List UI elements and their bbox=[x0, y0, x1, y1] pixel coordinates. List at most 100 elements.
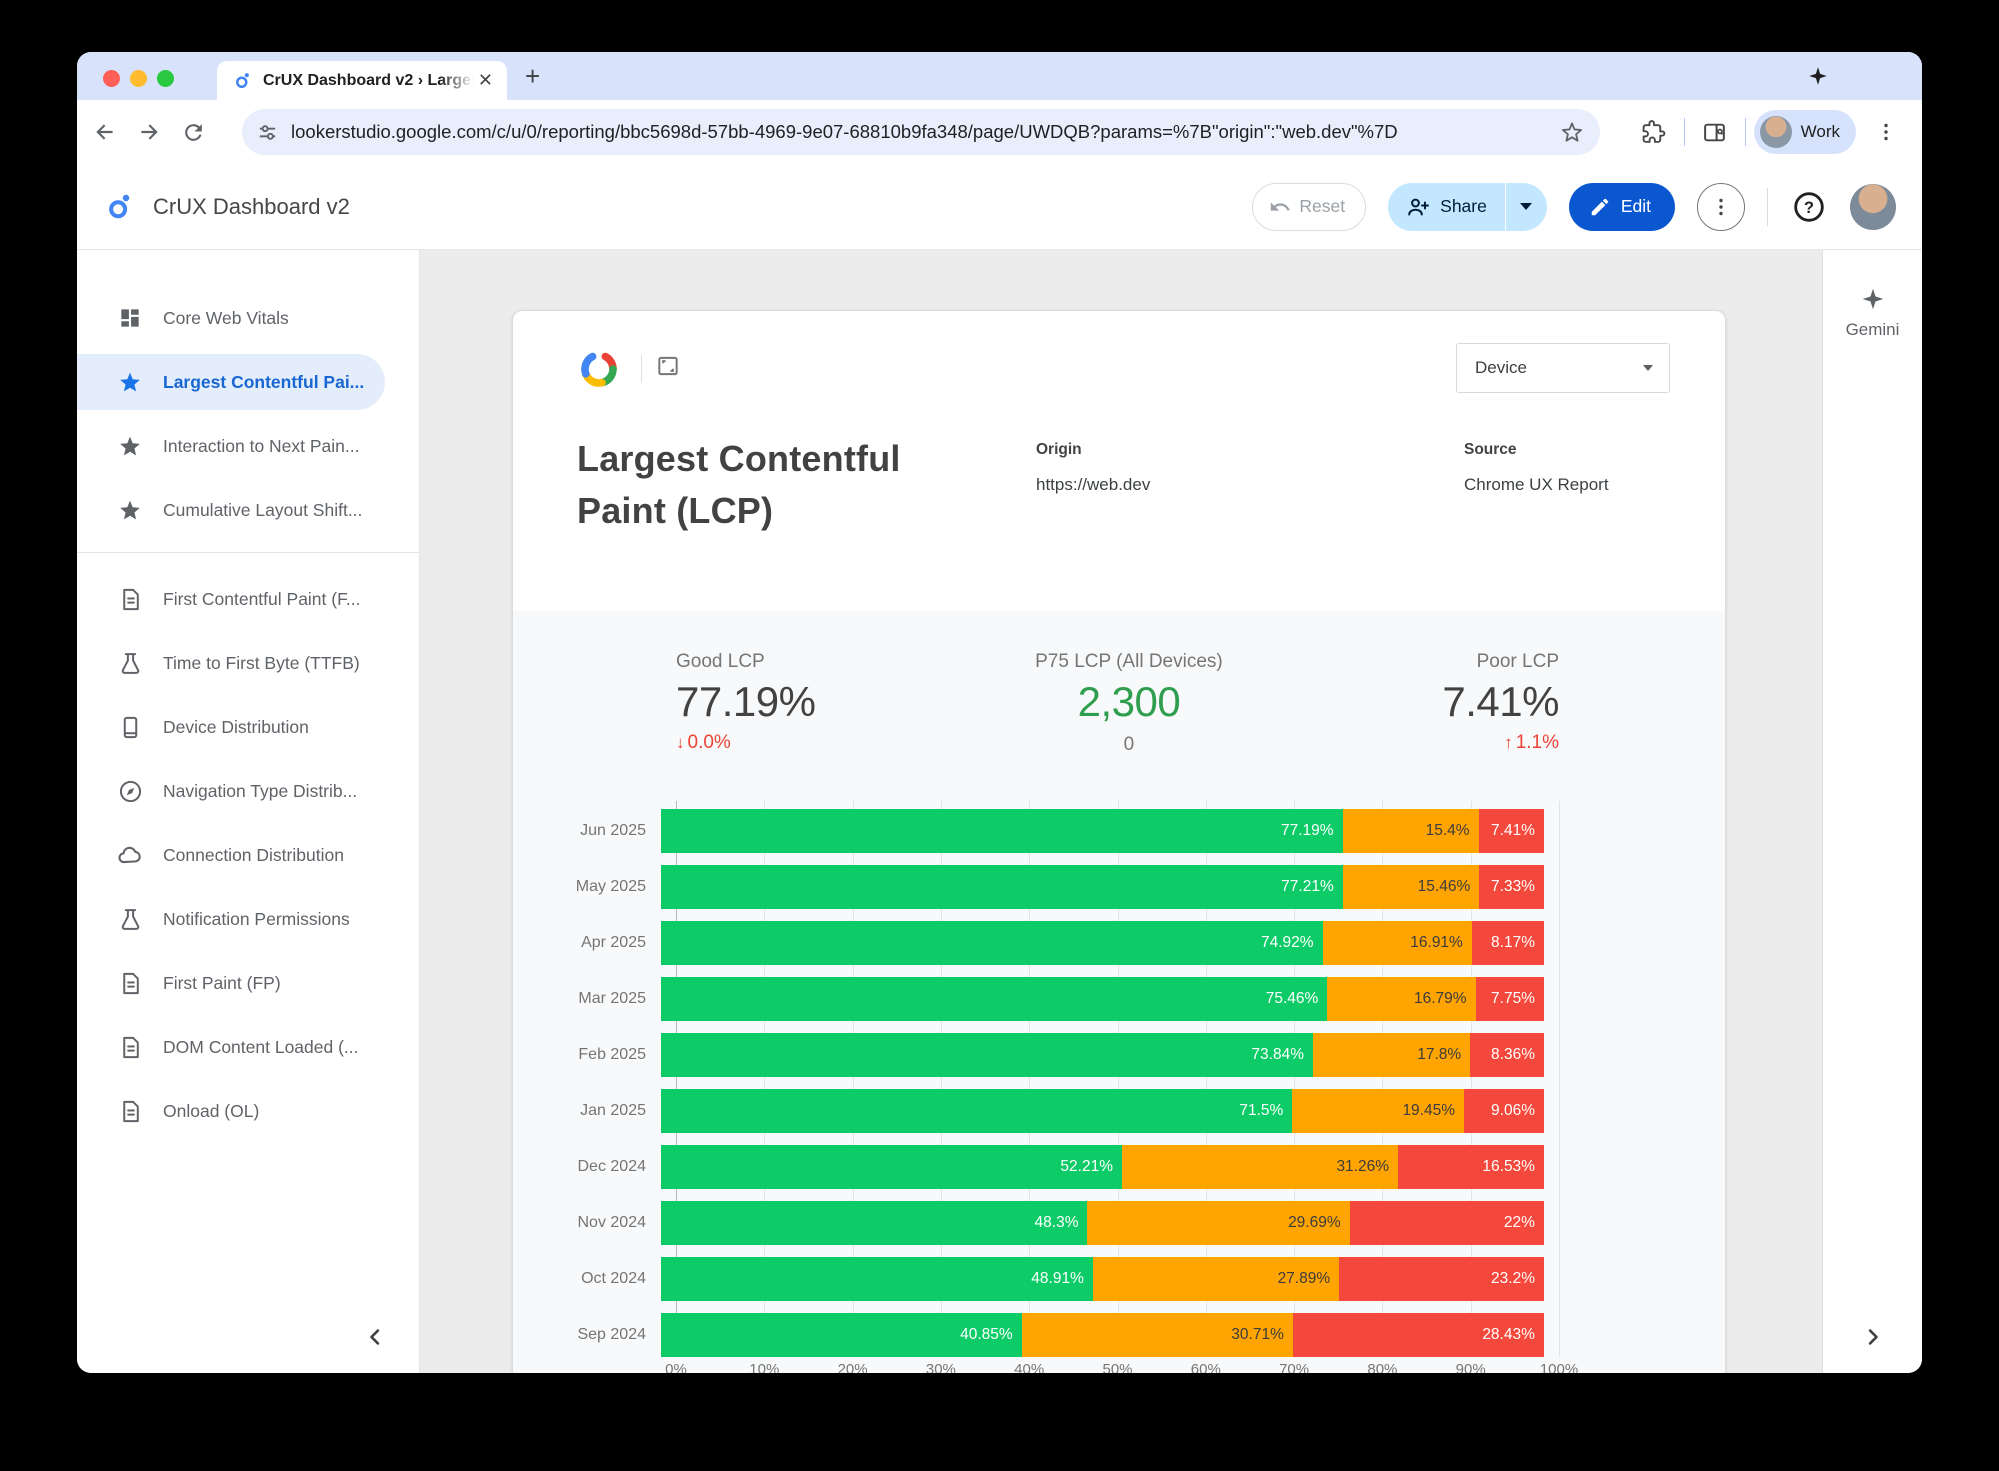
chart-rows: Jun 2025 77.19% 15.4% 7.41% May 2025 77.21% 15… bbox=[513, 809, 1727, 1357]
bar-segment-good[interactable]: 73.84% bbox=[661, 1033, 1313, 1077]
bar-segment-poor[interactable]: 9.06% bbox=[1464, 1089, 1544, 1133]
gemini-rail: Gemini bbox=[1822, 250, 1922, 1373]
poor-lcp-scorecard[interactable]: Poor LCP 7.41% ↑ 1.1% bbox=[1442, 651, 1559, 753]
bar-segment-good[interactable]: 77.19% bbox=[661, 809, 1343, 853]
flask-icon bbox=[117, 650, 143, 676]
device-filter-dropdown[interactable]: Device bbox=[1456, 343, 1670, 393]
maximize-window-button[interactable] bbox=[157, 70, 174, 87]
sidebar-item[interactable]: Notification Permissions bbox=[77, 887, 419, 951]
dashboard-icon bbox=[117, 305, 143, 331]
extensions-icon[interactable] bbox=[1632, 110, 1676, 154]
sidebar-item[interactable]: DOM Content Loaded (... bbox=[77, 1015, 419, 1079]
help-button[interactable]: ? bbox=[1790, 188, 1828, 226]
sidebar-item[interactable]: Onload (OL) bbox=[77, 1079, 419, 1143]
sidebar-item-label: Largest Contentful Pai... bbox=[163, 371, 365, 392]
reload-button[interactable] bbox=[171, 110, 215, 154]
bar-segment-needs-improvement[interactable]: 27.89% bbox=[1092, 1257, 1340, 1301]
expand-rail-button[interactable] bbox=[1859, 1323, 1887, 1351]
more-options-button[interactable] bbox=[1697, 182, 1745, 231]
collapse-sidebar-button[interactable] bbox=[361, 1323, 389, 1351]
bar-segment-needs-improvement[interactable]: 30.71% bbox=[1021, 1313, 1293, 1357]
bar-segment-poor[interactable]: 7.33% bbox=[1479, 865, 1544, 909]
good-lcp-scorecard[interactable]: Good LCP 77.19% ↓ 0.0% bbox=[676, 651, 816, 753]
category-label: Jun 2025 bbox=[580, 822, 646, 839]
bar-segment-needs-improvement[interactable]: 31.26% bbox=[1122, 1145, 1399, 1189]
bar-segment-poor[interactable]: 7.75% bbox=[1475, 977, 1544, 1021]
compass-icon bbox=[117, 778, 143, 804]
tab-close-icon[interactable]: ✕ bbox=[477, 70, 493, 90]
bar-segment-good[interactable]: 48.91% bbox=[661, 1257, 1093, 1301]
bar-segment-poor[interactable]: 23.2% bbox=[1339, 1257, 1544, 1301]
chevron-down-icon bbox=[1643, 365, 1653, 371]
profile-avatar bbox=[1759, 116, 1792, 148]
bar-segment-needs-improvement[interactable]: 15.4% bbox=[1342, 809, 1479, 853]
bar-segment-needs-improvement[interactable]: 16.91% bbox=[1322, 921, 1472, 965]
pencil-icon bbox=[1589, 196, 1611, 218]
account-avatar[interactable] bbox=[1850, 183, 1896, 230]
bar-segment-good[interactable]: 52.21% bbox=[661, 1145, 1122, 1189]
lcp-trend-chart[interactable]: Jun 2025 77.19% 15.4% 7.41% May 2025 77.21% 15… bbox=[513, 801, 1727, 1373]
chart-row: Jun 2025 77.19% 15.4% 7.41% bbox=[513, 809, 1727, 853]
sidebar-item[interactable]: Navigation Type Distrib... bbox=[77, 759, 419, 823]
sidebar-item[interactable]: First Paint (FP) bbox=[77, 951, 419, 1015]
sidebar-item[interactable]: Interaction to Next Pain... bbox=[77, 414, 419, 478]
edit-button[interactable]: Edit bbox=[1568, 182, 1675, 231]
sidebar-item[interactable]: Device Distribution bbox=[77, 695, 419, 759]
category-label: Jan 2025 bbox=[580, 1102, 646, 1119]
sidebar-item-label: Onload (OL) bbox=[163, 1100, 260, 1121]
sidebar-item[interactable]: Time to First Byte (TTFB) bbox=[77, 631, 419, 695]
x-tick-label: 0% bbox=[665, 1361, 687, 1373]
bar-segment-good[interactable]: 48.3% bbox=[661, 1201, 1088, 1245]
bar-segment-poor[interactable]: 22% bbox=[1349, 1201, 1544, 1245]
forward-button[interactable] bbox=[127, 110, 171, 154]
share-options-button[interactable] bbox=[1504, 182, 1547, 231]
arrow-up-icon: ↑ bbox=[1504, 733, 1513, 752]
side-panel-icon[interactable] bbox=[1693, 110, 1737, 154]
bar-segment-poor[interactable]: 8.36% bbox=[1470, 1033, 1544, 1077]
bar-segment-good[interactable]: 71.5% bbox=[661, 1089, 1293, 1133]
back-button[interactable] bbox=[83, 110, 127, 154]
browser-menu-icon[interactable] bbox=[1864, 110, 1908, 154]
bar-segment-poor[interactable]: 7.41% bbox=[1478, 809, 1544, 853]
sidebar-item[interactable]: First Contentful Paint (F... bbox=[77, 567, 419, 631]
sidebar-item[interactable]: Connection Distribution bbox=[77, 823, 419, 887]
doc-icon bbox=[117, 586, 143, 612]
bar-segment-needs-improvement[interactable]: 17.8% bbox=[1313, 1033, 1471, 1077]
bar-segment-poor[interactable]: 28.43% bbox=[1292, 1313, 1544, 1357]
chart-gridlines bbox=[676, 801, 1560, 1357]
sidebar-item[interactable]: Largest Contentful Pai... bbox=[77, 350, 419, 414]
bar-segment-good[interactable]: 77.21% bbox=[661, 865, 1343, 909]
bar-segment-good[interactable]: 75.46% bbox=[661, 977, 1328, 1021]
reset-button[interactable]: Reset bbox=[1252, 182, 1367, 231]
person-add-icon bbox=[1406, 195, 1430, 219]
x-tick-label: 40% bbox=[1014, 1361, 1045, 1373]
bar-segment-needs-improvement[interactable]: 16.79% bbox=[1327, 977, 1476, 1021]
p75-lcp-scorecard[interactable]: P75 LCP (All Devices) 2,300 0 bbox=[1035, 651, 1223, 755]
sidebar-item-label: Time to First Byte (TTFB) bbox=[163, 652, 360, 673]
gemini-button[interactable]: Gemini bbox=[1823, 286, 1922, 340]
url-text: lookerstudio.google.com/c/u/0/reporting/… bbox=[291, 121, 1398, 142]
sidebar-item-label: Device Distribution bbox=[163, 716, 309, 737]
bar-segment-good[interactable]: 40.85% bbox=[661, 1313, 1022, 1357]
bar-segment-good[interactable]: 74.92% bbox=[661, 921, 1323, 965]
sidebar-item[interactable]: Cumulative Layout Shift... bbox=[77, 478, 419, 542]
minimize-window-button[interactable] bbox=[130, 70, 147, 87]
sidebar-item[interactable]: Core Web Vitals bbox=[77, 286, 419, 350]
browser-ai-sparkle-icon[interactable] bbox=[1807, 65, 1829, 87]
bar-segment-needs-improvement[interactable]: 15.46% bbox=[1342, 865, 1480, 909]
bar-segment-poor[interactable]: 8.17% bbox=[1471, 921, 1544, 965]
category-label: Apr 2025 bbox=[581, 934, 646, 951]
site-settings-icon[interactable] bbox=[256, 121, 279, 144]
sidebar-item-label: Cumulative Layout Shift... bbox=[163, 499, 363, 520]
bar-segment-poor[interactable]: 16.53% bbox=[1398, 1145, 1544, 1189]
bookmark-star-icon[interactable] bbox=[1560, 120, 1584, 144]
share-button[interactable]: Share bbox=[1388, 182, 1505, 231]
new-tab-button[interactable]: + bbox=[525, 61, 541, 91]
close-window-button[interactable] bbox=[103, 70, 120, 87]
address-bar[interactable]: lookerstudio.google.com/c/u/0/reporting/… bbox=[242, 109, 1600, 155]
bar-segment-needs-improvement[interactable]: 29.69% bbox=[1087, 1201, 1350, 1245]
profile-chip[interactable]: Work bbox=[1753, 110, 1856, 154]
browser-tab[interactable]: CrUX Dashboard v2 › Largest ✕ bbox=[217, 61, 507, 100]
browser-window: CrUX Dashboard v2 › Largest ✕ + lookerst… bbox=[77, 52, 1922, 1373]
bar-segment-needs-improvement[interactable]: 19.45% bbox=[1292, 1089, 1465, 1133]
